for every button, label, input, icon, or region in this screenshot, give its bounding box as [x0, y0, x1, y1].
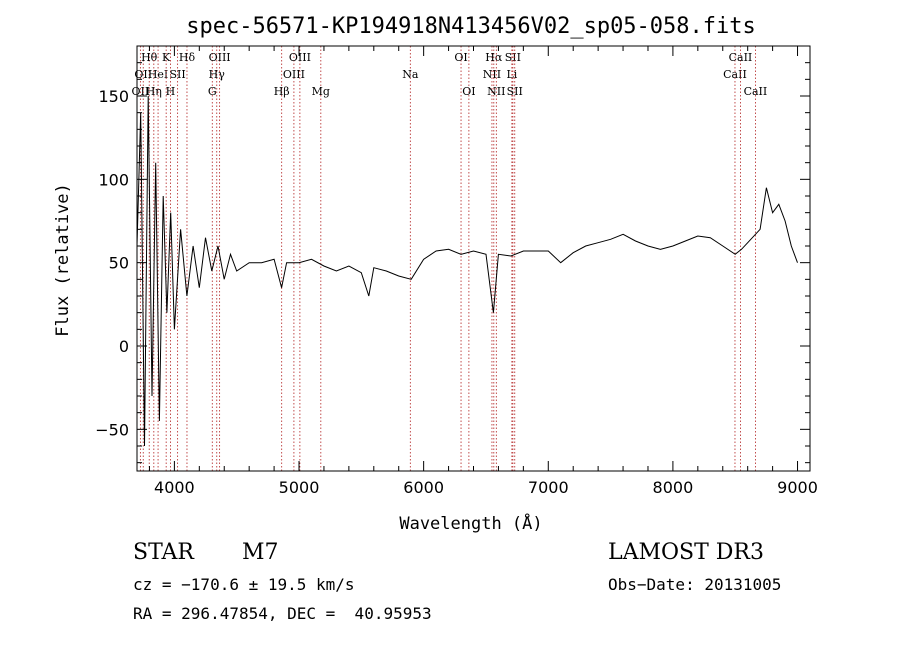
x-tick-label: 4000	[154, 478, 195, 497]
y-axis: −50 0 50 100 150	[95, 62, 810, 464]
line-label: NII	[487, 85, 505, 98]
line-label: HeI	[148, 68, 168, 81]
line-label: SII	[507, 85, 523, 98]
line-label: NII	[483, 68, 501, 81]
line-label: Hδ	[179, 51, 196, 64]
line-label: K	[162, 51, 171, 64]
line-label: G	[208, 85, 217, 98]
survey-name: LAMOST DR3	[608, 540, 764, 565]
line-label: Mg	[312, 85, 330, 98]
coordinates: RA = 296.47854, DEC = 40.95953	[133, 604, 432, 623]
x-tick-label: 6000	[403, 478, 444, 497]
line-label: CaII	[729, 51, 753, 64]
y-axis-label: Flux (relative)	[53, 183, 73, 337]
observation-date: Obs−Date: 20131005	[608, 575, 782, 594]
x-axis-label: Wavelength (Å)	[399, 512, 542, 534]
y-tick-label: −50	[95, 420, 129, 439]
object-class: STAR	[133, 540, 194, 565]
line-label: OIII	[283, 68, 305, 81]
line-label: Li	[506, 68, 517, 81]
y-tick-label: 150	[98, 87, 129, 106]
plot-frame	[136, 45, 811, 472]
chart-title: spec-56571-KP194918N413456V02_sp05-058.f…	[186, 14, 756, 39]
line-label: Hγ	[209, 68, 226, 81]
line-label: Hα	[485, 51, 503, 64]
line-label: Hβ	[274, 85, 290, 98]
x-axis: 4000 5000 6000 7000 8000 9000	[148, 46, 818, 497]
x-tick-label: 5000	[279, 478, 320, 497]
object-subclass: M7	[242, 540, 279, 565]
redshift-velocity: cz = −170.6 ± 19.5 km/s	[133, 575, 355, 594]
line-label: OIII	[289, 51, 311, 64]
line-label: H	[166, 85, 176, 98]
line-label: Na	[402, 68, 419, 81]
y-tick-label: 100	[98, 170, 129, 189]
x-tick-label: 9000	[777, 478, 818, 497]
x-tick-label: 8000	[653, 478, 694, 497]
line-label: OIII	[209, 51, 231, 64]
line-label: SII	[170, 68, 186, 81]
line-label: SII	[505, 51, 521, 64]
x-tick-label: 7000	[528, 478, 569, 497]
line-label: OI	[454, 51, 467, 64]
line-label: OI	[462, 85, 475, 98]
line-label: CaII	[744, 85, 768, 98]
line-label: OII	[132, 85, 150, 98]
line-label: Hθ	[141, 51, 158, 64]
y-tick-label: 0	[119, 337, 129, 356]
line-label: CaII	[723, 68, 747, 81]
line-label: OII	[134, 68, 152, 81]
line-markers: OIIOIIHθHηHeIKHSIIHδGHγOIIIHβOIIIOIIIMgN…	[132, 46, 768, 471]
spectrum-line	[136, 95, 798, 447]
y-tick-label: 50	[109, 254, 129, 273]
